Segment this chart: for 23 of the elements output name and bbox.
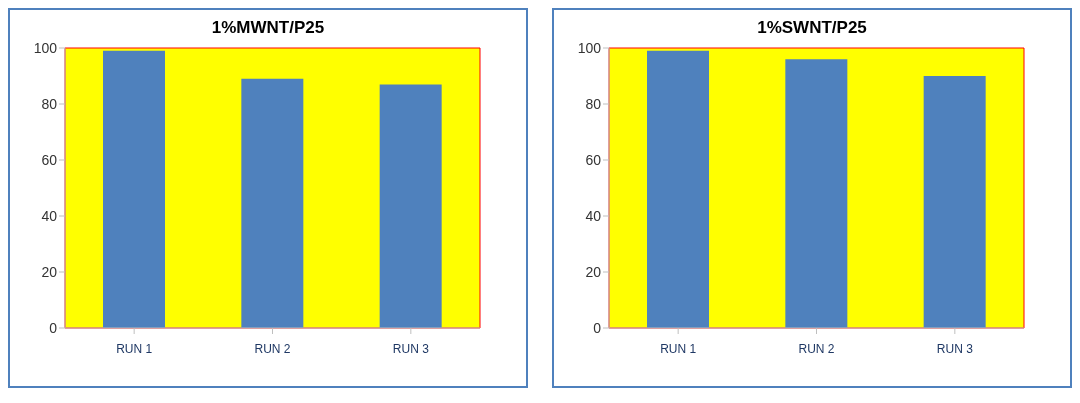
bar bbox=[103, 50, 165, 328]
chart-title: 1%MWNT/P25 bbox=[210, 18, 326, 38]
x-tick-label: RUN 3 bbox=[936, 341, 974, 356]
y-tick-label: 80 bbox=[585, 95, 602, 112]
y-tick-label: 100 bbox=[33, 39, 58, 56]
x-tick-label: RUN 2 bbox=[254, 341, 291, 356]
y-tick-label: 60 bbox=[585, 151, 602, 168]
chart-title: 1%SWNT/P25 bbox=[756, 18, 868, 38]
x-tick-label: RUN 2 bbox=[798, 341, 835, 356]
y-tick-label: 40 bbox=[585, 207, 602, 224]
y-tick-label: 20 bbox=[41, 263, 58, 280]
x-tick-label: RUN 1 bbox=[116, 341, 153, 356]
bar bbox=[241, 78, 304, 328]
y-tick-label: 100 bbox=[577, 39, 602, 56]
y-tick-label: 80 bbox=[41, 95, 58, 112]
bar bbox=[379, 84, 442, 328]
y-tick-label: 0 bbox=[49, 319, 58, 336]
x-tick-label: RUN 3 bbox=[392, 341, 430, 356]
y-tick-label: 60 bbox=[41, 151, 58, 168]
x-tick-label: RUN 1 bbox=[660, 341, 697, 356]
y-tick-label: 0 bbox=[593, 319, 602, 336]
y-tick-label: 40 bbox=[41, 207, 58, 224]
y-tick-label: 20 bbox=[585, 263, 602, 280]
